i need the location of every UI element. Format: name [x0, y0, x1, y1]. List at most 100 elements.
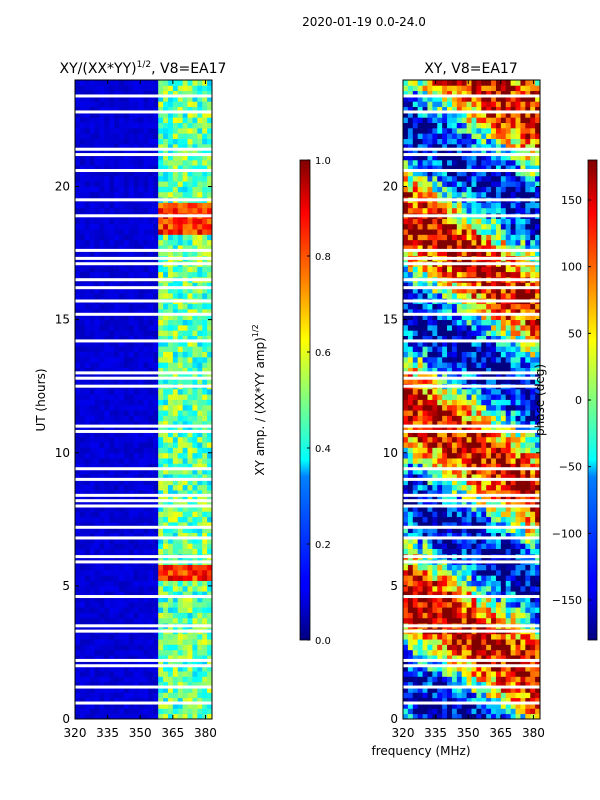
- heatmap-cell: [109, 372, 115, 379]
- heatmap-cell: [515, 612, 521, 619]
- heatmap-cell: [495, 442, 502, 448]
- heatmap-cell: [407, 665, 414, 672]
- heatmap-cell: [163, 564, 169, 571]
- heatmap-cell: [119, 95, 125, 102]
- heatmap-cell: [515, 575, 521, 581]
- heatmap-cell: [476, 580, 482, 587]
- heatmap-cell: [471, 564, 477, 571]
- heatmap-cell: [505, 442, 512, 448]
- heatmap-cell: [451, 713, 458, 720]
- heatmap-cell: [153, 80, 159, 86]
- flagged-row: [75, 629, 212, 633]
- heatmap-cell: [202, 537, 208, 544]
- flagged-row: [75, 429, 212, 433]
- heatmap-cell: [403, 649, 409, 656]
- heatmap-cell: [461, 633, 468, 640]
- heatmap-cell: [456, 532, 463, 539]
- heatmap-cell: [158, 591, 164, 597]
- heatmap-cell: [84, 532, 91, 539]
- heatmap-cell: [94, 708, 100, 715]
- heatmap-cell: [133, 612, 140, 619]
- heatmap-cell: [476, 633, 482, 640]
- heatmap-cell: [114, 293, 120, 299]
- heatmap-cell: [510, 676, 516, 683]
- heatmap-cell: [437, 447, 443, 454]
- amplitude-panel: XY/(XX*YY)1/2, V8=EA17 320 335 350 365 380 0…: [34, 60, 226, 740]
- heatmap-cell: [192, 186, 198, 193]
- heatmap-cell: [192, 585, 198, 592]
- heatmap-cell: [94, 80, 100, 86]
- heatmap-cell: [510, 527, 516, 534]
- heatmap-cell: [407, 543, 414, 549]
- heatmap-cell: [437, 575, 443, 581]
- heatmap-cell: [84, 106, 91, 113]
- heatmap-cell: [89, 500, 95, 507]
- heatmap-cell: [163, 319, 169, 326]
- heatmap-cell: [99, 314, 105, 321]
- heatmap-cell: [133, 282, 140, 289]
- heatmap-cell: [530, 612, 536, 619]
- heatmap-cell: [172, 420, 179, 427]
- heatmap-cell: [104, 154, 110, 161]
- heatmap-cell: [461, 521, 468, 528]
- heatmap-cell: [79, 426, 86, 432]
- heatmap-cell: [128, 463, 135, 470]
- heatmap-cell: [167, 575, 174, 581]
- heatmap-cell: [182, 271, 188, 278]
- heatmap-cell: [148, 649, 154, 656]
- heatmap-cell: [207, 117, 213, 123]
- heatmap-cell: [432, 479, 438, 486]
- heatmap-cell: [128, 660, 135, 667]
- heatmap-cell: [94, 447, 100, 454]
- heatmap-cell: [412, 655, 419, 661]
- heatmap-cell: [427, 447, 433, 454]
- heatmap-cell: [138, 404, 144, 411]
- heatmap-cell: [177, 351, 184, 358]
- heatmap-cell: [182, 330, 188, 336]
- heatmap-cell: [192, 474, 198, 480]
- heatmap-cell: [153, 537, 159, 544]
- heatmap-cell: [192, 511, 198, 518]
- heatmap-cell: [202, 154, 208, 161]
- heatmap-cell: [138, 655, 144, 661]
- heatmap-cell: [500, 665, 507, 672]
- heatmap-cell: [505, 495, 512, 502]
- heatmap-cell: [432, 463, 438, 470]
- heatmap-cell: [79, 282, 86, 289]
- heatmap-cell: [500, 490, 507, 496]
- heatmap-cell: [495, 687, 502, 693]
- heatmap-cell: [505, 676, 512, 683]
- heatmap-cell: [99, 713, 105, 720]
- heatmap-cell: [192, 324, 198, 331]
- heatmap-cell: [192, 591, 198, 597]
- heatmap-cell: [471, 692, 477, 699]
- heatmap-cell: [202, 415, 208, 422]
- heatmap-cell: [476, 708, 482, 715]
- heatmap-cell: [207, 335, 213, 342]
- heatmap-cell: [158, 580, 164, 587]
- heatmap-cell: [407, 655, 414, 661]
- heatmap-cell: [456, 687, 463, 693]
- heatmap-cell: [207, 681, 213, 688]
- heatmap-cell: [148, 687, 154, 693]
- heatmap-cell: [530, 596, 536, 603]
- heatmap-cell: [153, 532, 159, 539]
- heatmap-cell: [192, 372, 198, 379]
- flagged-row: [75, 299, 212, 303]
- heatmap-cell: [133, 660, 140, 667]
- heatmap-cell: [128, 287, 135, 294]
- heatmap-cell: [525, 532, 531, 539]
- heatmap-cell: [437, 649, 443, 656]
- heatmap-cell: [133, 452, 140, 459]
- heatmap-cell: [119, 362, 125, 368]
- heatmap-cell: [417, 490, 423, 496]
- heatmap-cell: [207, 80, 213, 86]
- heatmap-cell: [456, 431, 463, 438]
- heatmap-cell: [167, 596, 174, 603]
- heatmap-cell: [422, 511, 428, 518]
- heatmap-cell: [202, 479, 208, 486]
- heatmap-cell: [187, 234, 193, 241]
- heatmap-cell: [167, 649, 174, 656]
- heatmap-cell: [207, 543, 213, 549]
- heatmap-cell: [187, 229, 193, 235]
